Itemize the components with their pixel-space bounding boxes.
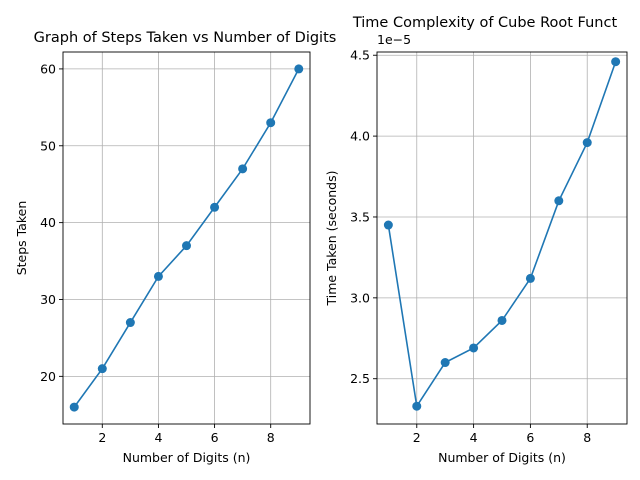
x-tick-label: 4 (154, 430, 162, 445)
data-point (266, 118, 276, 128)
plot-frame (62, 51, 311, 425)
y-tick-label: 20 (40, 369, 56, 384)
y-tick-label: 3.5 (350, 209, 370, 224)
data-point (582, 138, 592, 148)
data-point (69, 402, 79, 412)
series-line (387, 61, 617, 409)
x-tick-label: 8 (267, 430, 275, 445)
chart-title: Graph of Steps Taken vs Number of Digits (34, 30, 337, 46)
data-point (182, 241, 191, 251)
chart-title: Time Complexity of Cube Root Funct (352, 15, 618, 31)
y-tick-label: 30 (40, 292, 56, 307)
y-tick-label: 3.0 (350, 290, 370, 305)
y-tick-label: 4.0 (350, 129, 370, 144)
data-point (383, 220, 393, 230)
data-point (497, 315, 507, 325)
x-axis-label: Number of Digits (n) (438, 450, 566, 465)
data-point (440, 358, 450, 368)
x-tick-label: 6 (211, 430, 219, 445)
data-point (238, 164, 248, 174)
data-point (412, 401, 422, 411)
y-tick-label: 50 (40, 138, 56, 153)
data-point (125, 318, 135, 328)
x-tick-label: 8 (583, 430, 591, 445)
y-tick-label: 60 (40, 61, 56, 76)
x-axis-label: Number of Digits (n) (123, 450, 251, 465)
y-axis-label: Steps Taken (14, 201, 29, 276)
x-tick-label: 2 (413, 430, 421, 445)
y-axis-label: Time Taken (seconds) (324, 170, 339, 306)
data-point (210, 202, 220, 212)
steps-chart: 2 4 6 8 20 30 40 50 60 Graph of Steps Taken vs Nu… (14, 30, 336, 465)
data-point (469, 343, 479, 353)
data-point (554, 196, 564, 206)
data-point (611, 57, 621, 67)
data-point (294, 64, 304, 74)
plot-frame (376, 51, 628, 425)
y-tick-label: 4.5 (350, 48, 370, 63)
y-offset-label: 1e−5 (377, 32, 411, 47)
series-line (73, 68, 300, 408)
x-tick-label: 2 (98, 430, 106, 445)
data-point (153, 271, 163, 281)
data-point (525, 273, 535, 283)
y-tick-label: 2.5 (350, 371, 370, 386)
x-tick-label: 4 (470, 430, 478, 445)
x-tick-label: 6 (526, 430, 534, 445)
data-point (97, 364, 107, 374)
y-tick-label: 40 (40, 215, 56, 230)
